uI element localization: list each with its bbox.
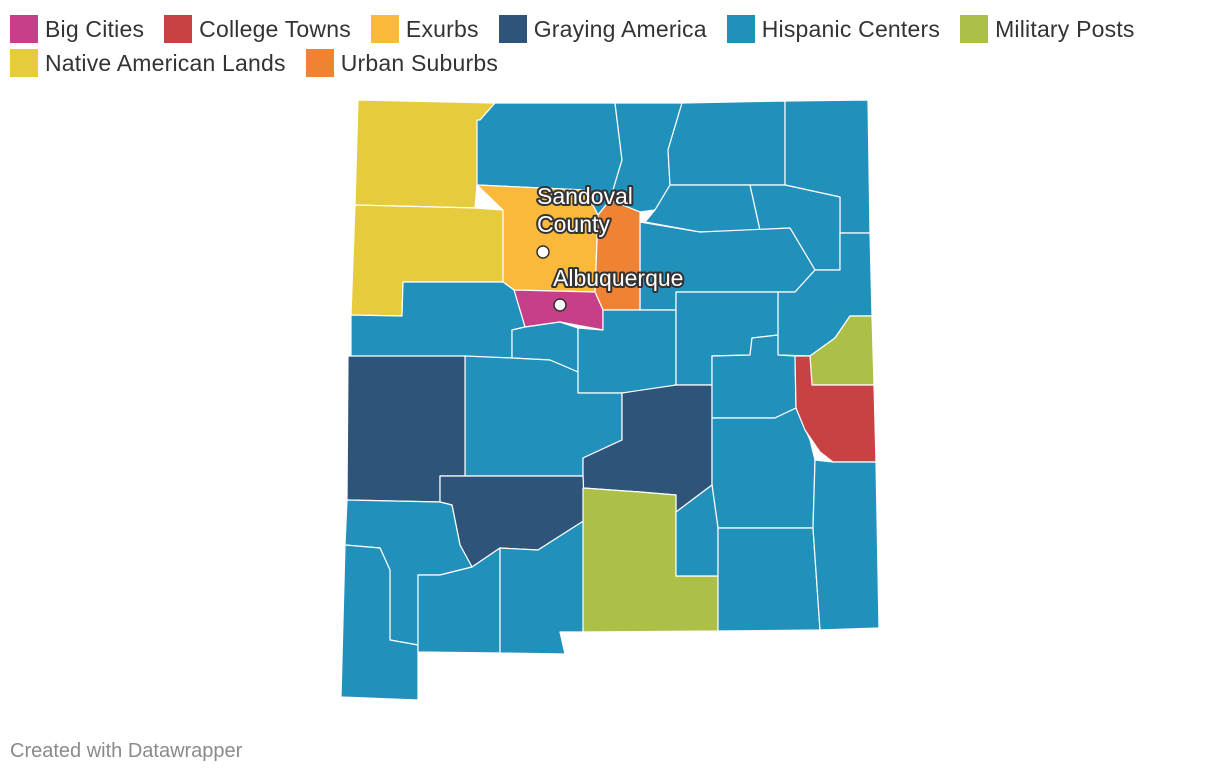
- legend-label: Graying America: [533, 15, 707, 42]
- legend-label: College Towns: [199, 15, 351, 42]
- legend-swatch: [10, 15, 38, 43]
- legend-label: Native American Lands: [45, 49, 286, 76]
- legend-swatch: [498, 15, 527, 43]
- legend-item-military-posts: Military Posts: [960, 15, 1135, 43]
- legend-item-big-cities: Big Cities: [10, 15, 144, 43]
- sandoval-label-line2: County: [537, 211, 610, 237]
- legend-label: Hispanic Centers: [761, 15, 941, 42]
- legend-item-hispanic-centers: Hispanic Centers: [726, 15, 941, 43]
- legend-item-exurbs: Exurbs: [370, 15, 479, 43]
- legend-swatch: [370, 15, 399, 43]
- county-eddy-south[interactable]: [717, 527, 821, 632]
- county-dona-ana[interactable]: [499, 519, 586, 655]
- albuquerque-label: Albuquerque: [553, 265, 683, 291]
- legend-swatch: [960, 15, 989, 43]
- legend-label: Urban Suburbs: [340, 49, 499, 76]
- legend-label: Military Posts: [995, 15, 1135, 42]
- legend-item-urban-suburbs: Urban Suburbs: [305, 49, 499, 77]
- albuquerque-marker[interactable]: [553, 298, 567, 312]
- legend-row-2: Native American Lands Urban Suburbs: [10, 46, 1210, 80]
- county-lea[interactable]: [812, 459, 880, 631]
- legend-item-graying-america: Graying America: [498, 15, 707, 43]
- legend-swatch: [10, 49, 38, 77]
- legend-swatch: [305, 49, 334, 77]
- legend-swatch: [164, 15, 193, 43]
- county-colfax[interactable]: [667, 100, 786, 186]
- legend: Big Cities College Towns Exurbs Graying …: [10, 12, 1210, 80]
- county-hidalgo[interactable]: [340, 544, 419, 701]
- county-san-juan[interactable]: [354, 99, 496, 209]
- legend-label: Big Cities: [45, 15, 145, 42]
- county-chaves[interactable]: [711, 407, 816, 529]
- legend-swatch: [726, 15, 755, 43]
- legend-item-college-towns: College Towns: [164, 15, 351, 43]
- sandoval-label-line1: Sandoval: [537, 183, 633, 209]
- legend-row-1: Big Cities College Towns Exurbs Graying …: [10, 12, 1210, 46]
- credit-text: Created with Datawrapper: [10, 740, 243, 762]
- sandoval-marker[interactable]: [536, 245, 550, 259]
- legend-item-native-american-lands: Native American Lands: [10, 49, 286, 77]
- legend-label: Exurbs: [405, 15, 479, 42]
